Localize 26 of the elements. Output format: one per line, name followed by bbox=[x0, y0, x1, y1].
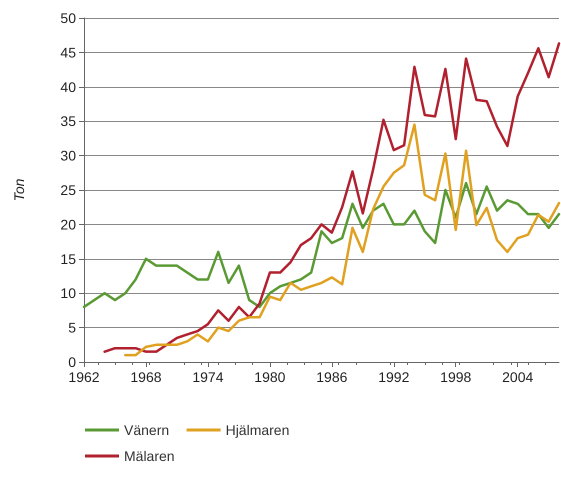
x-tick-label: 1980 bbox=[254, 369, 286, 385]
legend-label: Hjälmaren bbox=[226, 422, 290, 438]
y-tick-label: 10 bbox=[60, 285, 76, 302]
y-tick-label: 15 bbox=[60, 250, 76, 267]
y-tick-label: 0 bbox=[68, 354, 76, 370]
y-tick-label: 35 bbox=[60, 113, 76, 130]
x-tick-label: 1986 bbox=[316, 369, 348, 385]
y-axis-title: Ton bbox=[11, 178, 27, 202]
x-tick-label: 1974 bbox=[192, 369, 224, 385]
y-tick-label: 5 bbox=[68, 320, 76, 336]
y-tick-label: 45 bbox=[60, 44, 76, 60]
y-tick-label: 40 bbox=[60, 78, 76, 95]
legend-label: Mälaren bbox=[124, 448, 175, 464]
y-tick-label: 30 bbox=[60, 148, 76, 164]
x-tick-label: 2004 bbox=[502, 369, 534, 385]
line-series bbox=[82, 182, 560, 308]
x-tick-label: 1992 bbox=[378, 369, 410, 385]
x-tick-label: 1998 bbox=[440, 369, 472, 385]
x-tick-label: 1968 bbox=[130, 369, 162, 385]
y-tick-label: 20 bbox=[60, 216, 76, 232]
line-series bbox=[124, 123, 560, 356]
y-tick-label: 25 bbox=[60, 182, 76, 198]
y-tick-label: 50 bbox=[60, 10, 76, 26]
line-series bbox=[103, 42, 560, 353]
x-tick-label: 1962 bbox=[68, 369, 100, 385]
legend-label: Vänern bbox=[124, 422, 170, 438]
